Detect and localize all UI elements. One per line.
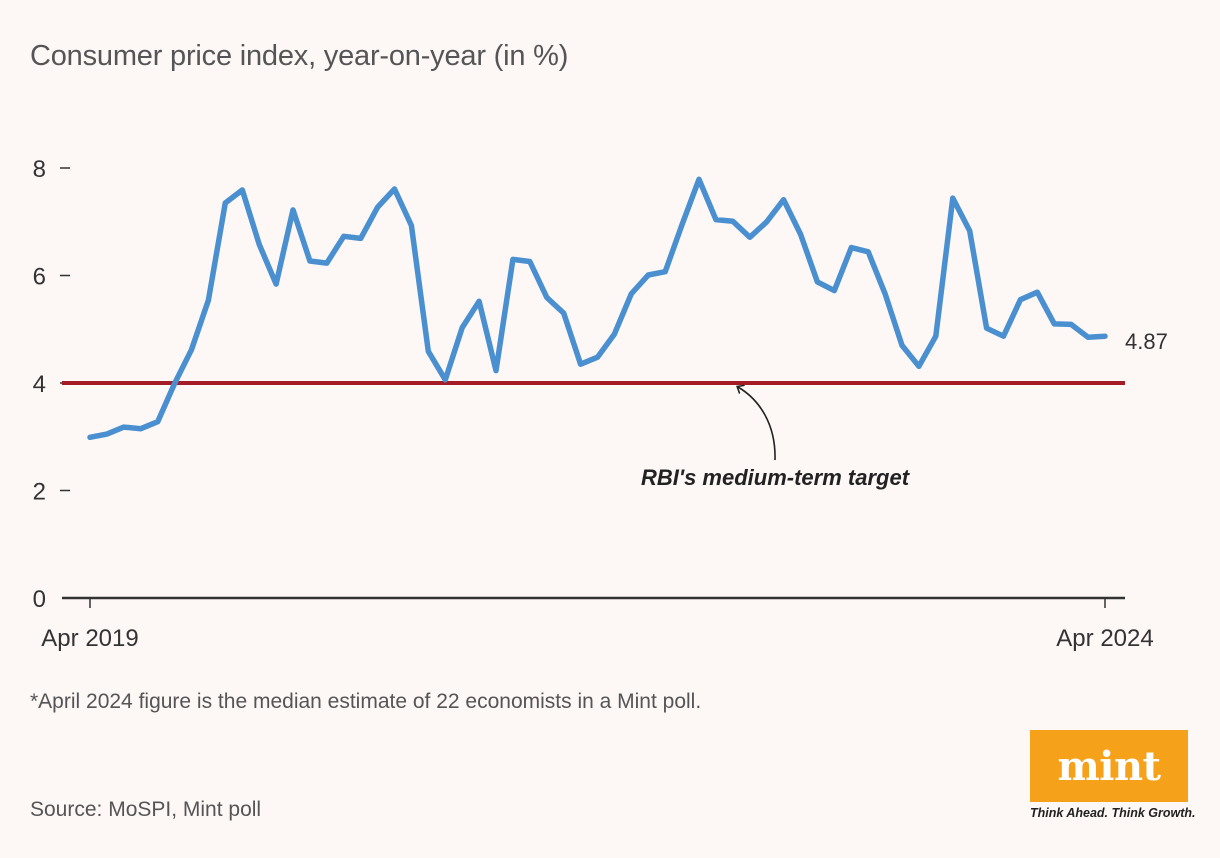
y-tick-label: 0: [33, 586, 46, 613]
y-tick-label: 8: [33, 156, 46, 183]
line-chart: 0 2 4 6 8 Apr 2019 Apr 2024 RBI's medium-term…: [33, 156, 1168, 652]
source-note: Source: MoSPI, Mint poll: [30, 798, 262, 821]
x-tick-label: Apr 2024: [1056, 625, 1153, 652]
y-tick-label: 6: [33, 264, 46, 291]
mint-logo: mint: [1030, 730, 1188, 802]
footnote: *April 2024 figure is the median estimat…: [30, 690, 702, 713]
y-axis: 0 2 4 6 8: [33, 156, 70, 613]
mint-logo-text: mint: [1057, 742, 1161, 790]
annotation-arrow: [738, 387, 776, 461]
cpi-series-line: [87, 176, 1108, 441]
end-value-label: 4.87: [1125, 329, 1168, 354]
series-group: [87, 176, 1108, 441]
y-tick-label: 2: [33, 479, 46, 506]
mint-tagline: Think Ahead. Think Growth.: [1030, 806, 1196, 820]
x-tick-label: Apr 2019: [41, 625, 138, 652]
target-annotation-label: RBI's medium-term target: [641, 465, 911, 490]
y-tick-label: 4: [33, 371, 46, 398]
chart-title: Consumer price index, year-on-year (in %…: [30, 40, 569, 72]
x-axis: Apr 2019 Apr 2024: [41, 596, 1154, 652]
